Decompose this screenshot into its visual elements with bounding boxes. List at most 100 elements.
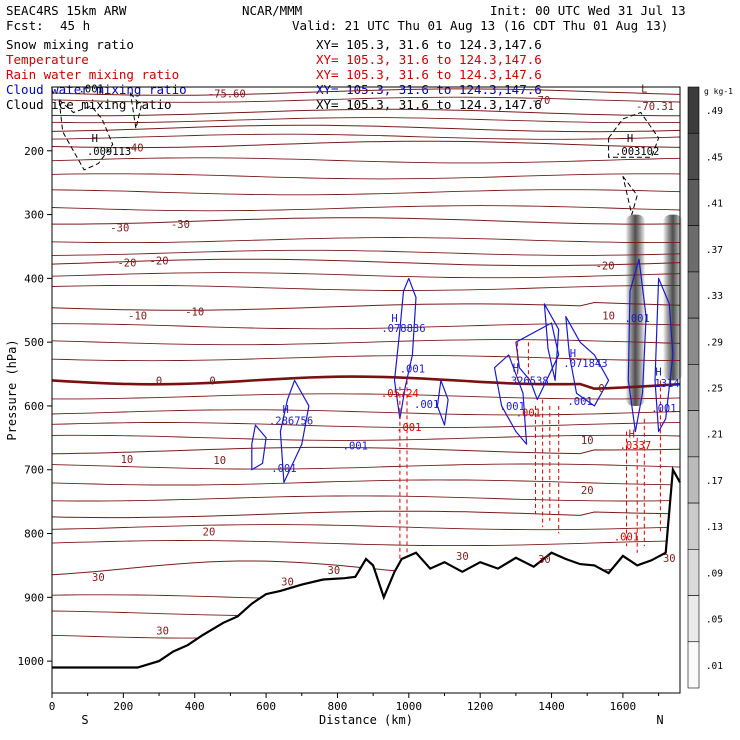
- temperature-contour: [52, 393, 681, 400]
- plot-frame: [51, 86, 681, 694]
- temperature-contour: [51, 284, 680, 291]
- temperature-label: 0: [156, 375, 162, 387]
- terrain-layer: [52, 466, 681, 693]
- model-title: SEAC4RS 15km ARW: [6, 3, 127, 18]
- temperature-label: -40: [125, 143, 144, 155]
- temperature-contour: [51, 495, 681, 502]
- field-name-rain: Rain water mixing ratio: [6, 67, 180, 82]
- x-tick-label: 1200: [467, 700, 494, 713]
- temperature-contour: [51, 422, 681, 429]
- temperature-contour: [51, 409, 681, 416]
- temperature-label: -20: [117, 257, 136, 269]
- colorbar-label: .29: [706, 337, 723, 348]
- value-label: .001: [625, 313, 650, 325]
- temperature-label: -75.60: [208, 88, 246, 100]
- cloud-ice-contour: [622, 176, 638, 215]
- colorbar-swatch: [687, 456, 700, 504]
- temperature-contour: [51, 237, 680, 244]
- temperature-label: 20: [581, 485, 594, 497]
- temperature-label: -10: [185, 307, 204, 319]
- temperature-label: 30: [663, 553, 676, 565]
- y-tick-label: 200: [24, 145, 44, 158]
- value-label: .05724: [381, 388, 419, 400]
- colorbar-swatch: [687, 410, 700, 458]
- colorbar-label: .09: [706, 568, 723, 579]
- x-tick-label: 1600: [610, 700, 637, 713]
- value-label: .078836: [381, 323, 425, 335]
- colorbar-swatch: [687, 132, 700, 180]
- temperature-contour: [51, 88, 681, 96]
- temperature-label: 30: [156, 625, 169, 637]
- y-tick-label: 500: [24, 336, 44, 349]
- y-tick-label: 800: [24, 528, 44, 541]
- forecast-hours: 45 h: [60, 18, 91, 33]
- temperature-contour: [51, 540, 681, 547]
- temperature-label: -30: [171, 219, 190, 231]
- colorbar-swatch: [687, 549, 700, 596]
- y-axis-label: Pressure (hPa): [5, 339, 19, 440]
- colorbar-label: .25: [706, 384, 723, 395]
- temperature-contour: [51, 510, 681, 519]
- x-tick-label: 0: [49, 700, 56, 713]
- value-label: H: [570, 348, 576, 360]
- temperature-contour: [51, 189, 681, 196]
- value-label: .001: [651, 403, 676, 415]
- temperature-contour: [51, 446, 681, 455]
- colorbar-swatch: [687, 317, 700, 365]
- colorbar: .49 .45 .41 .37 .33 .29 .25 .21 .17 .13 .09 .05 .01 g…: [687, 86, 733, 689]
- temperature-label: -70: [531, 95, 550, 107]
- colorbar-swatch: [687, 364, 700, 411]
- value-label: .0337: [620, 440, 652, 452]
- temperature-contour: [51, 479, 681, 486]
- value-label: .001: [516, 407, 541, 419]
- colorbar-label: .13: [706, 522, 723, 533]
- value-label: .001: [79, 83, 104, 95]
- cloud-ice-contour: [129, 91, 142, 129]
- x-tick-label: 600: [256, 700, 276, 713]
- temperature-contour: [51, 272, 681, 279]
- temperature-label: -20: [596, 261, 615, 273]
- temperature-label: -30: [110, 222, 129, 234]
- temperature-contour: [52, 323, 681, 330]
- colorbar-swatch: [687, 225, 700, 273]
- temperature-contour: [51, 108, 680, 117]
- temperature-label: 30: [281, 576, 294, 588]
- temperature-label: 30: [538, 554, 551, 566]
- value-label: .001: [400, 363, 425, 375]
- colorbar-label: .05: [706, 615, 723, 626]
- temperature-contour: [51, 173, 681, 180]
- value-label: H: [627, 133, 633, 145]
- value-label: .001: [396, 422, 421, 434]
- contour-labels: -75.60 -70.31 -70 -40 -30 -30 -20 -20 -20 -10 -10 1…: [79, 83, 680, 637]
- snow-column-1: [625, 214, 646, 406]
- temperature-label: -70.31: [636, 101, 674, 113]
- colorbar-swatch: [687, 179, 700, 226]
- value-label: H: [391, 313, 397, 325]
- colorbar-label: .33: [706, 291, 723, 302]
- temperature-label: 10: [213, 455, 226, 467]
- field-xy-snow: XY= 105.3, 31.6 to 124.3,147.6: [316, 37, 542, 52]
- temperature-contour: [51, 96, 681, 103]
- temperature-contour: [51, 133, 681, 140]
- temperature-contour: [51, 339, 681, 346]
- value-label: .326538: [504, 375, 548, 387]
- x-axis-label: Distance (km): [319, 713, 413, 727]
- y-tick-label: 700: [24, 464, 44, 477]
- cloud-water-contour: [627, 258, 647, 433]
- colorbar-label: .37: [706, 245, 723, 256]
- temperature-label: 20: [203, 527, 216, 539]
- x-tick-label: 400: [185, 700, 205, 713]
- temperature-contour: [51, 301, 681, 311]
- cloud-water-contour: [251, 424, 267, 471]
- y-tick-label: 300: [24, 209, 44, 222]
- temperature-label: 30: [456, 551, 469, 563]
- temperature-contour: [51, 463, 681, 470]
- value-label: .001: [271, 463, 296, 475]
- value-label: .001: [614, 532, 639, 544]
- field-xy-rain: XY= 105.3, 31.6 to 124.3,147.6: [316, 67, 542, 82]
- value-label: .1314: [648, 378, 680, 390]
- y-tick-label: 600: [24, 400, 44, 413]
- cloud-ice-contour: [58, 98, 114, 171]
- cloud-water-contour: [565, 316, 610, 407]
- y-tick-label: 1000: [18, 655, 45, 668]
